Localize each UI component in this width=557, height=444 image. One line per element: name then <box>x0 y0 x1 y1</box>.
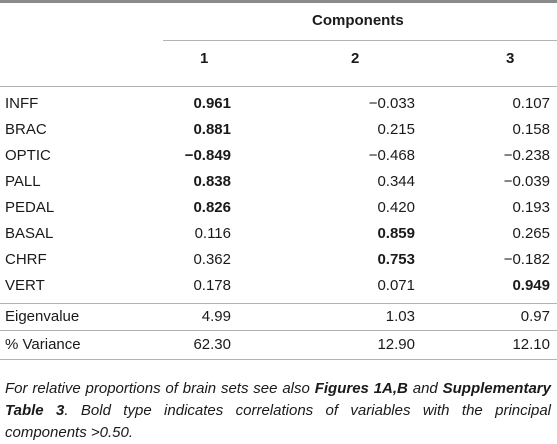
cell-optic-component-1: −0.849 <box>184 147 231 164</box>
footnote-ref-supplementary-table[interactable]: Supplementary Table 3 <box>5 380 551 419</box>
column-header-2: 2 <box>351 50 360 67</box>
cell-pedal-component-3: 0.193 <box>512 199 550 216</box>
cell-brac-component-2: 0.215 <box>377 121 415 138</box>
cell-pall-component-3: −0.039 <box>503 173 550 190</box>
cell-basal-component-1: 0.116 <box>194 225 231 242</box>
cell-vert-component-1: 0.178 <box>193 277 231 294</box>
footnote-text-3: . Bold type indicates correlations of va… <box>5 402 551 441</box>
cell-pedal-component-2: 0.420 <box>377 199 415 216</box>
header-bottom-rule <box>0 86 557 87</box>
summary-label-variance: % Variance <box>5 336 81 353</box>
cell-chrf-component-2: 0.753 <box>377 251 415 268</box>
summary-variance-component-3: 12.10 <box>512 336 550 353</box>
cell-inff-component-3: 0.107 <box>512 95 550 112</box>
column-header-1: 1 <box>200 50 209 67</box>
row-label-vert: VERT <box>5 277 45 294</box>
row-label-pedal: PEDAL <box>5 199 55 216</box>
cell-brac-component-1: 0.881 <box>193 121 231 138</box>
cell-vert-component-2: 0.071 <box>377 277 415 294</box>
cell-basal-component-2: 0.859 <box>377 225 415 242</box>
cell-basal-component-3: 0.265 <box>512 225 550 242</box>
footnote-ref-figures[interactable]: Figures 1A,B <box>314 380 408 397</box>
row-label-brac: BRAC <box>5 121 47 138</box>
cell-optic-component-2: −0.468 <box>368 147 415 164</box>
cell-chrf-component-3: −0.182 <box>503 251 550 268</box>
cell-optic-component-3: −0.238 <box>503 147 550 164</box>
cell-brac-component-3: 0.158 <box>512 121 550 138</box>
cell-inff-component-2: −0.033 <box>368 95 415 112</box>
group-header-underline <box>163 40 557 41</box>
row-label-optic: OPTIC <box>5 147 51 164</box>
cell-chrf-component-1: 0.362 <box>193 251 231 268</box>
summary-eigenvalue-component-3: 0.97 <box>520 308 550 325</box>
table-bottom-rule <box>0 359 557 360</box>
row-label-basal: BASAL <box>5 225 54 242</box>
footnote-text-2: and <box>407 380 443 397</box>
cell-pedal-component-1: 0.826 <box>193 199 231 216</box>
column-header-3: 3 <box>506 50 515 67</box>
row-label-inff: INFF <box>5 95 39 112</box>
row-label-chrf: CHRF <box>5 251 47 268</box>
summary-mid-rule <box>0 330 557 331</box>
summary-label-eigenvalue: Eigenvalue <box>5 308 80 325</box>
components-group-header: Components <box>312 12 404 29</box>
cell-vert-component-3: 0.949 <box>512 277 550 294</box>
cell-pall-component-1: 0.838 <box>193 173 231 190</box>
summary-variance-component-1: 62.30 <box>193 336 231 353</box>
footnote-text-1: For relative proportions of brain sets s… <box>5 380 315 397</box>
table-footnote: For relative proportions of brain sets s… <box>5 378 551 444</box>
summary-eigenvalue-component-2: 1.03 <box>385 308 415 325</box>
row-label-pall: PALL <box>5 173 41 190</box>
summary-eigenvalue-component-1: 4.99 <box>201 308 231 325</box>
summary-variance-component-2: 12.90 <box>377 336 415 353</box>
table-top-rule <box>0 0 557 3</box>
cell-pall-component-2: 0.344 <box>377 173 415 190</box>
cell-inff-component-1: 0.961 <box>193 95 231 112</box>
body-bottom-rule <box>0 303 557 304</box>
